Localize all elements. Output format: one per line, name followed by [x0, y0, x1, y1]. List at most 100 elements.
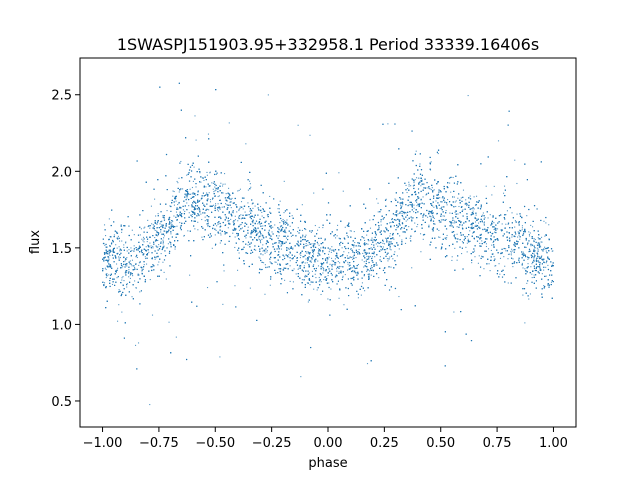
data-point — [414, 179, 416, 181]
data-point — [245, 143, 247, 145]
data-point — [126, 283, 128, 285]
data-point — [501, 223, 503, 225]
data-point — [454, 247, 456, 249]
data-point — [176, 180, 178, 183]
data-point — [358, 248, 360, 251]
data-point — [363, 261, 365, 263]
data-point — [545, 275, 547, 277]
data-point — [225, 216, 227, 218]
data-point — [540, 246, 542, 248]
data-point — [516, 182, 518, 185]
data-point — [249, 287, 251, 289]
data-point — [482, 212, 484, 214]
data-point — [491, 194, 493, 196]
data-point — [376, 198, 378, 200]
data-point — [402, 211, 404, 213]
data-point — [494, 265, 496, 267]
data-point — [238, 189, 240, 192]
data-point — [478, 255, 480, 257]
data-point — [216, 225, 218, 227]
data-point — [385, 238, 388, 240]
data-point — [534, 251, 536, 253]
data-point — [156, 230, 158, 232]
data-point — [422, 238, 424, 240]
data-point — [423, 214, 425, 216]
data-point — [365, 243, 367, 245]
data-point — [279, 272, 281, 274]
data-point — [499, 257, 502, 259]
data-point — [537, 242, 539, 244]
data-point — [152, 245, 154, 248]
data-point — [341, 247, 343, 249]
data-point — [234, 215, 236, 217]
data-point — [186, 174, 188, 176]
data-point — [155, 233, 157, 235]
data-point — [221, 185, 224, 187]
data-point — [169, 205, 171, 207]
data-point — [445, 218, 447, 221]
data-point — [237, 269, 239, 271]
data-point — [249, 236, 251, 238]
data-point — [184, 210, 186, 212]
data-point — [367, 243, 369, 245]
data-point — [134, 344, 137, 346]
data-point — [466, 242, 468, 244]
data-point — [300, 254, 302, 257]
data-point — [494, 228, 496, 230]
data-point — [319, 279, 321, 281]
data-point — [507, 223, 509, 225]
data-point — [456, 233, 458, 235]
data-point — [440, 201, 442, 203]
data-point — [460, 221, 462, 223]
data-point — [428, 187, 430, 190]
data-point — [545, 266, 547, 268]
data-point — [259, 205, 262, 208]
data-point — [269, 195, 271, 197]
data-point — [347, 263, 349, 265]
data-point — [152, 224, 154, 226]
data-point — [434, 223, 436, 225]
data-point — [469, 230, 471, 232]
data-point — [145, 263, 148, 265]
data-point — [510, 252, 512, 254]
data-point — [113, 234, 115, 236]
data-point — [277, 263, 279, 265]
data-point — [207, 198, 209, 200]
data-point — [545, 262, 547, 264]
data-point — [167, 243, 169, 245]
data-point — [121, 229, 123, 231]
data-point — [252, 222, 254, 224]
data-point — [420, 233, 422, 235]
data-point — [175, 336, 177, 338]
data-point — [256, 233, 258, 235]
data-point — [514, 159, 516, 161]
data-point — [165, 230, 167, 232]
data-point — [517, 236, 519, 238]
data-point — [522, 294, 524, 296]
data-point — [146, 241, 148, 243]
data-point — [466, 251, 468, 253]
data-point — [453, 196, 455, 198]
data-point — [250, 186, 252, 188]
data-point — [263, 262, 265, 264]
data-point — [369, 255, 371, 258]
data-point — [173, 190, 175, 193]
data-point — [269, 261, 271, 263]
data-point — [130, 273, 132, 275]
data-point — [417, 177, 420, 179]
data-point — [125, 241, 127, 243]
data-point — [352, 256, 354, 258]
data-point — [485, 245, 488, 248]
data-point — [129, 274, 131, 276]
data-point — [155, 257, 157, 259]
data-point — [225, 193, 227, 195]
data-point — [405, 220, 407, 222]
data-point — [155, 245, 157, 247]
data-point — [343, 304, 345, 306]
data-point — [103, 258, 105, 260]
data-point — [156, 235, 158, 237]
data-point — [303, 238, 305, 240]
data-point — [533, 274, 535, 276]
data-point — [292, 258, 294, 260]
data-point — [126, 272, 128, 274]
